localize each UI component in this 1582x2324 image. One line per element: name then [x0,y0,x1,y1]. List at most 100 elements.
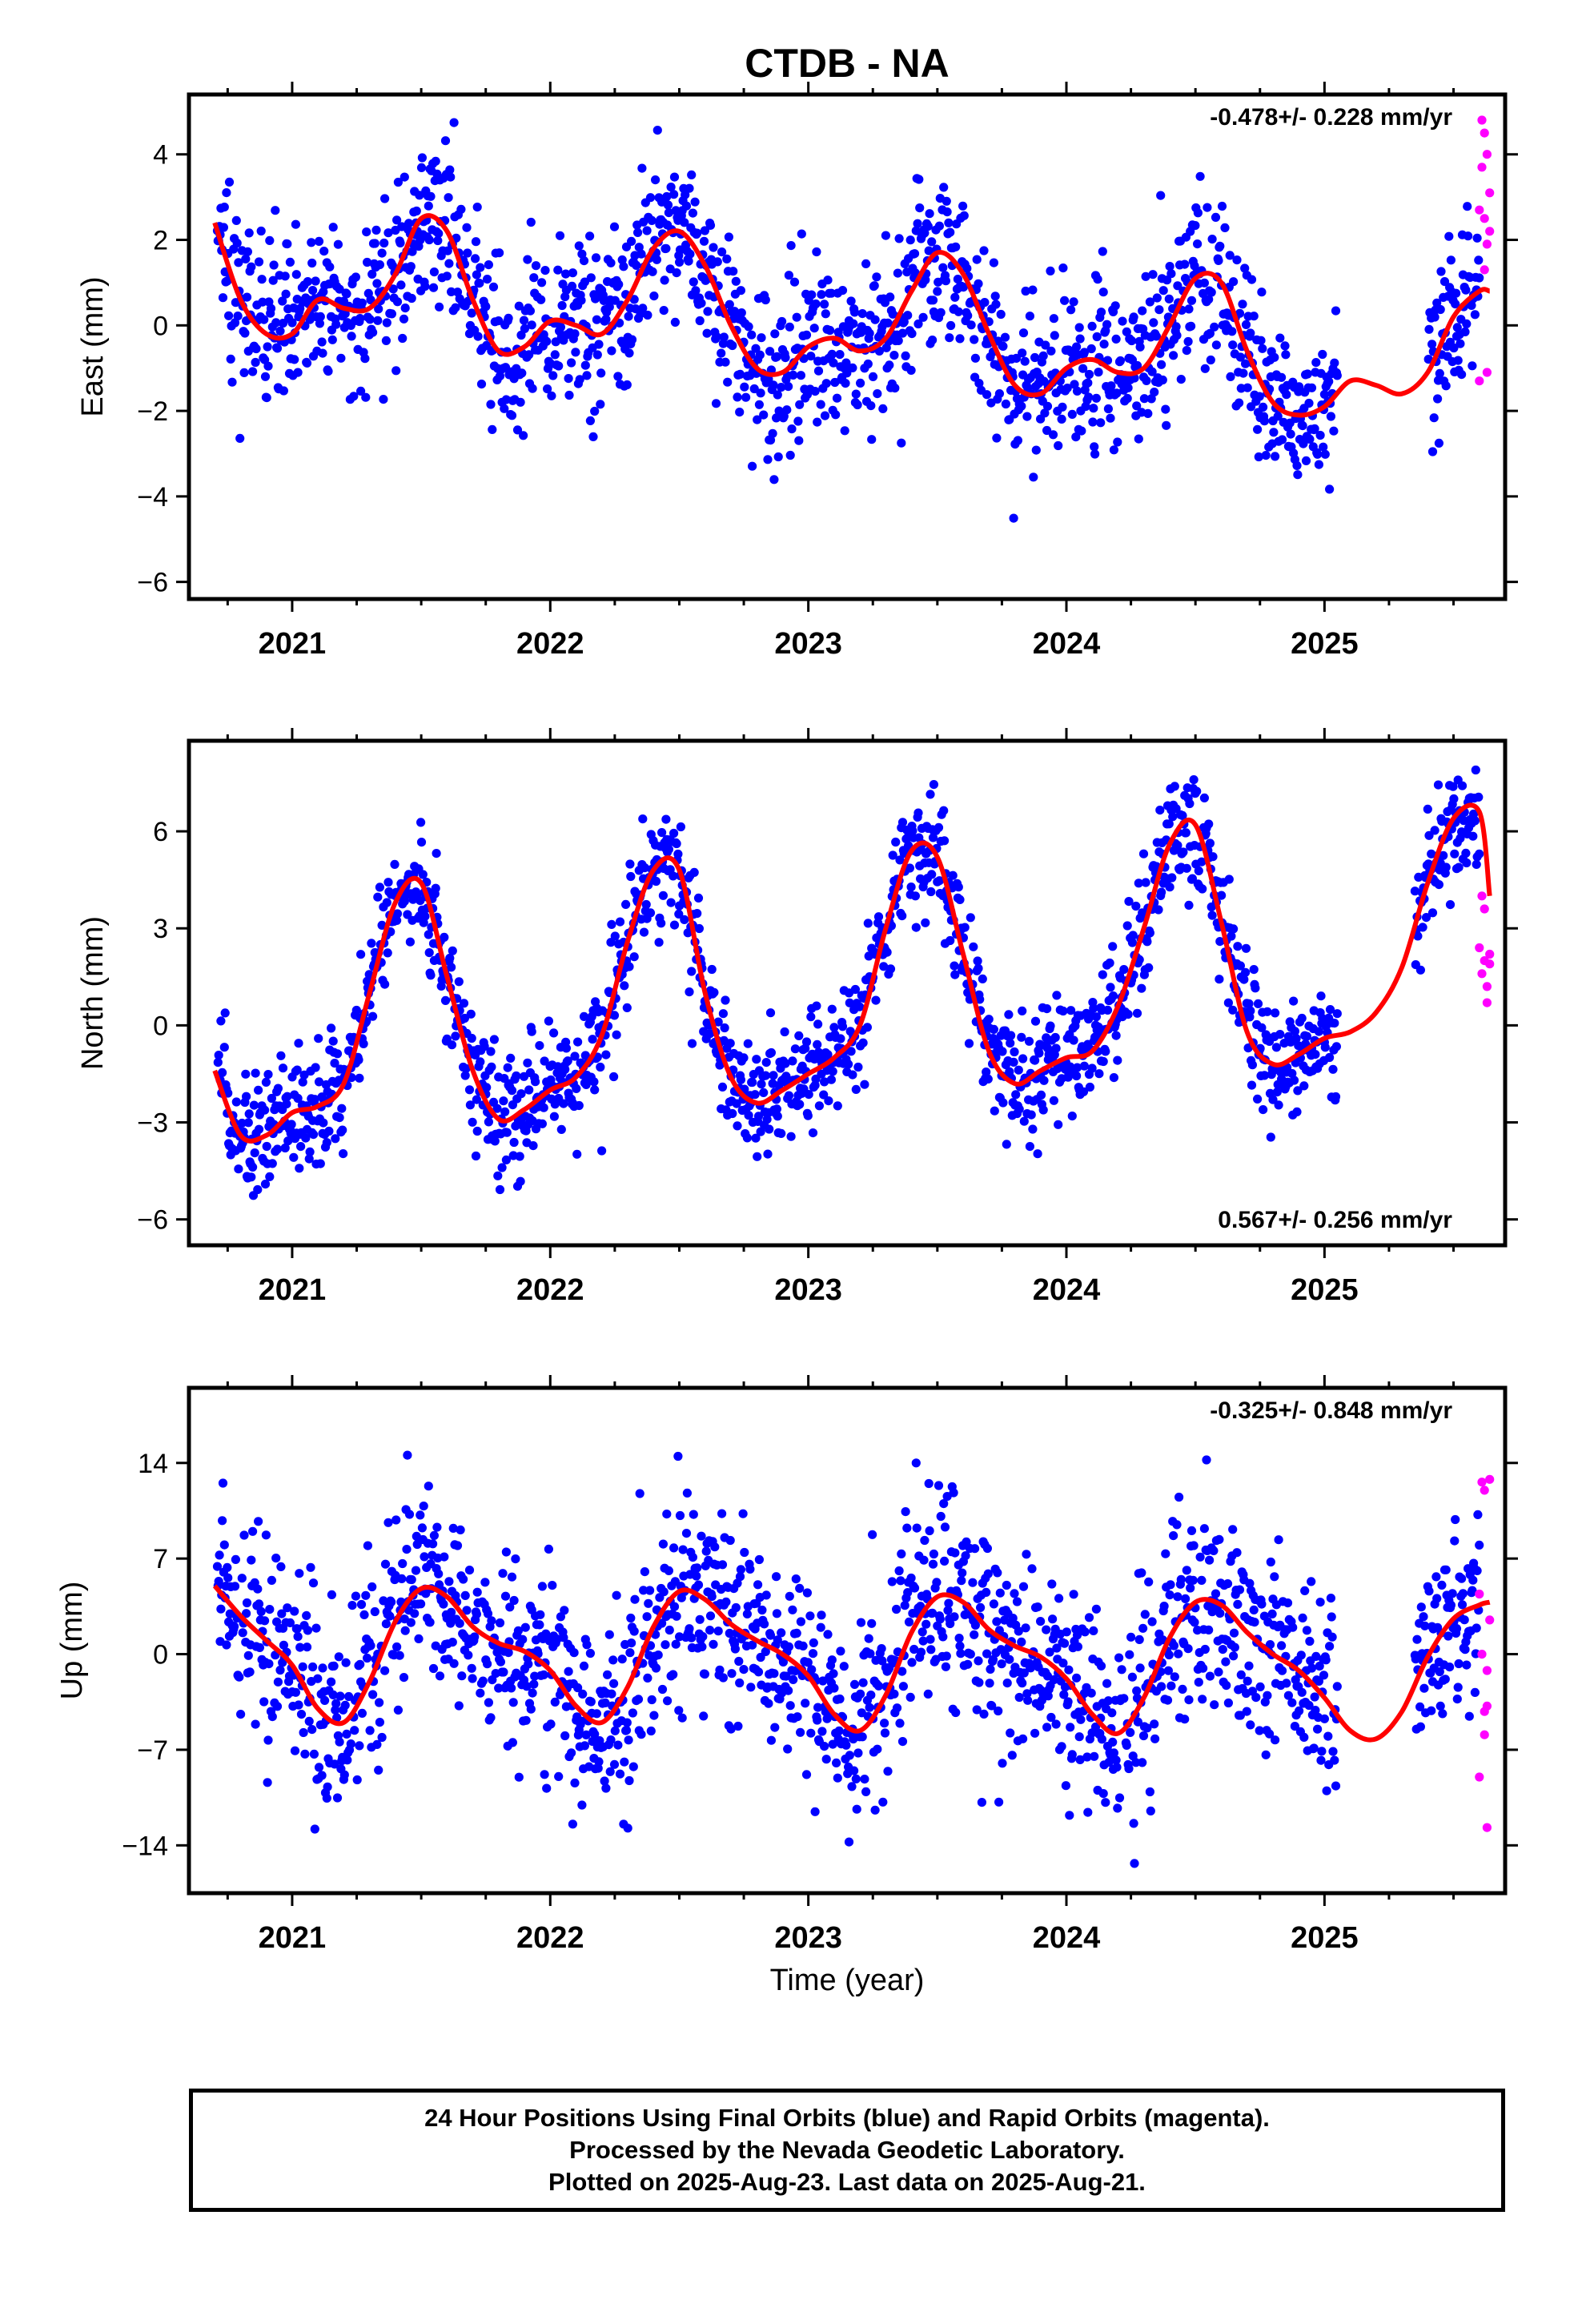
final-point [1184,304,1194,314]
final-point [573,1683,583,1693]
final-point [717,247,727,257]
final-point [883,318,893,328]
final-point [399,1673,409,1683]
final-point [712,332,722,342]
final-point [377,1732,387,1743]
final-point [671,206,681,215]
final-point [512,1071,521,1081]
final-point [373,892,383,902]
final-point [387,309,396,319]
final-point [1288,1622,1298,1632]
final-point [989,1599,998,1609]
final-point [1298,1613,1307,1622]
final-point [885,292,895,302]
final-point [1259,416,1269,426]
final-point [1186,296,1197,305]
final-point [1205,1671,1215,1681]
final-point [1419,1612,1428,1622]
final-point [585,1648,596,1659]
final-point [819,1090,829,1100]
final-point [1305,1636,1315,1647]
final-point [954,307,963,316]
final-point [977,1798,986,1807]
final-point [1184,1695,1194,1705]
final-point [1226,372,1235,381]
final-point [259,1697,269,1707]
final-point [1101,1047,1110,1056]
final-point [926,887,936,897]
final-point [366,295,375,305]
final-point [841,1740,851,1750]
final-point [295,1569,304,1578]
rapid-point [1482,1823,1492,1832]
final-point [1240,263,1250,273]
final-point [293,1093,303,1104]
final-point [460,1071,470,1080]
final-point [1130,1859,1139,1868]
final-point [913,219,922,228]
final-point [393,1705,403,1715]
final-point [698,1632,708,1642]
final-point [1458,1589,1468,1598]
rapid-point [1482,998,1492,1007]
final-point [873,912,884,922]
final-point [877,1644,886,1654]
final-point [332,1713,342,1723]
final-point [1027,1564,1037,1574]
final-point [405,937,415,947]
final-point [1017,1637,1026,1647]
final-point [480,1578,490,1587]
final-point [1162,1695,1173,1705]
final-point [823,1630,833,1639]
final-point [1277,435,1287,444]
final-point [495,248,504,258]
final-point [727,1669,737,1679]
final-point [553,1062,563,1072]
final-point [849,1766,859,1775]
final-point [218,1478,228,1488]
final-point [835,1694,845,1704]
final-point [865,1649,875,1659]
final-point [271,318,281,328]
final-point [462,223,472,232]
final-point [302,358,312,368]
final-point [911,226,921,235]
final-point [1280,341,1290,351]
final-point [711,399,721,408]
final-point [273,1084,283,1093]
final-point [1224,875,1234,884]
final-point [629,1626,639,1636]
final-point [1072,1673,1082,1683]
final-point [549,1028,559,1038]
final-point [261,1530,271,1540]
final-point [407,293,416,304]
final-point [1086,344,1096,354]
final-point [810,387,820,396]
final-point [1470,816,1480,826]
final-point [1135,1663,1145,1673]
final-point [1242,1707,1251,1716]
final-points-group [212,1450,1484,1868]
final-point [1469,809,1479,819]
y-tick-label: 14 [138,1449,168,1479]
final-point [964,1039,974,1048]
final-point [857,309,867,319]
final-point [1253,1094,1263,1104]
final-point [654,938,664,947]
final-point [1207,235,1217,244]
final-point [717,1509,727,1518]
final-point [925,209,934,219]
final-point [632,260,641,270]
final-point [1099,340,1109,349]
final-point [351,1005,361,1015]
final-point [1192,786,1202,796]
final-point [772,352,782,361]
final-point [662,191,672,202]
final-point [609,1679,619,1688]
final-point [661,1640,670,1650]
final-point [725,300,734,309]
final-point [461,1063,471,1073]
final-point [322,1138,331,1148]
final-point [1007,1751,1017,1760]
final-point [713,257,722,267]
